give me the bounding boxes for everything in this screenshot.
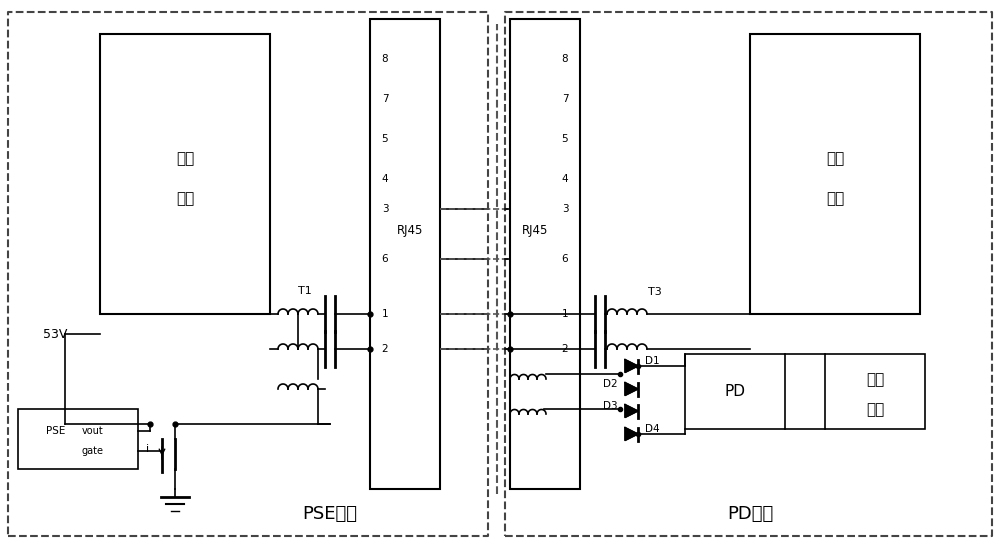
Text: 5: 5 — [562, 134, 568, 144]
Text: 1: 1 — [562, 309, 568, 319]
Text: PD设备: PD设备 — [727, 505, 773, 523]
Text: 模块: 模块 — [826, 191, 844, 207]
Text: D4: D4 — [645, 424, 660, 434]
Text: D3: D3 — [603, 401, 618, 411]
Text: 接口: 接口 — [826, 151, 844, 166]
Text: 7: 7 — [382, 94, 388, 104]
Text: gate: gate — [82, 446, 104, 456]
Bar — [370, 19, 440, 489]
Polygon shape — [625, 360, 638, 373]
Bar — [100, 34, 270, 314]
Bar — [18, 409, 138, 469]
Text: PD: PD — [724, 384, 746, 399]
Polygon shape — [625, 428, 638, 441]
Text: PSE设备: PSE设备 — [302, 505, 358, 523]
Bar — [825, 354, 925, 429]
Text: RJ45: RJ45 — [522, 224, 548, 237]
Text: 7: 7 — [562, 94, 568, 104]
Bar — [750, 34, 920, 314]
Text: D2: D2 — [603, 379, 618, 389]
Text: 3: 3 — [382, 204, 388, 214]
Text: T1: T1 — [298, 286, 312, 296]
Text: 8: 8 — [562, 54, 568, 64]
Text: 模块: 模块 — [176, 191, 194, 207]
Text: T3: T3 — [648, 287, 662, 297]
Text: PSE: PSE — [46, 426, 66, 436]
Text: 接口: 接口 — [176, 151, 194, 166]
Text: 4: 4 — [382, 174, 388, 184]
Polygon shape — [625, 405, 638, 417]
Text: 4: 4 — [562, 174, 568, 184]
Text: 3: 3 — [562, 204, 568, 214]
Bar — [510, 19, 580, 489]
Text: 53V: 53V — [43, 327, 67, 341]
Text: RJ45: RJ45 — [397, 224, 423, 237]
Text: 系统: 系统 — [866, 372, 884, 387]
Text: i: i — [146, 444, 150, 454]
Text: 2: 2 — [562, 344, 568, 354]
Text: D1: D1 — [645, 356, 660, 366]
Polygon shape — [625, 382, 638, 395]
Text: 5: 5 — [382, 134, 388, 144]
Text: 2: 2 — [382, 344, 388, 354]
Text: vout: vout — [82, 426, 104, 436]
Text: 6: 6 — [382, 254, 388, 264]
Text: 负载: 负载 — [866, 402, 884, 417]
Text: 6: 6 — [562, 254, 568, 264]
Text: 1: 1 — [382, 309, 388, 319]
Text: 8: 8 — [382, 54, 388, 64]
Bar — [685, 354, 785, 429]
